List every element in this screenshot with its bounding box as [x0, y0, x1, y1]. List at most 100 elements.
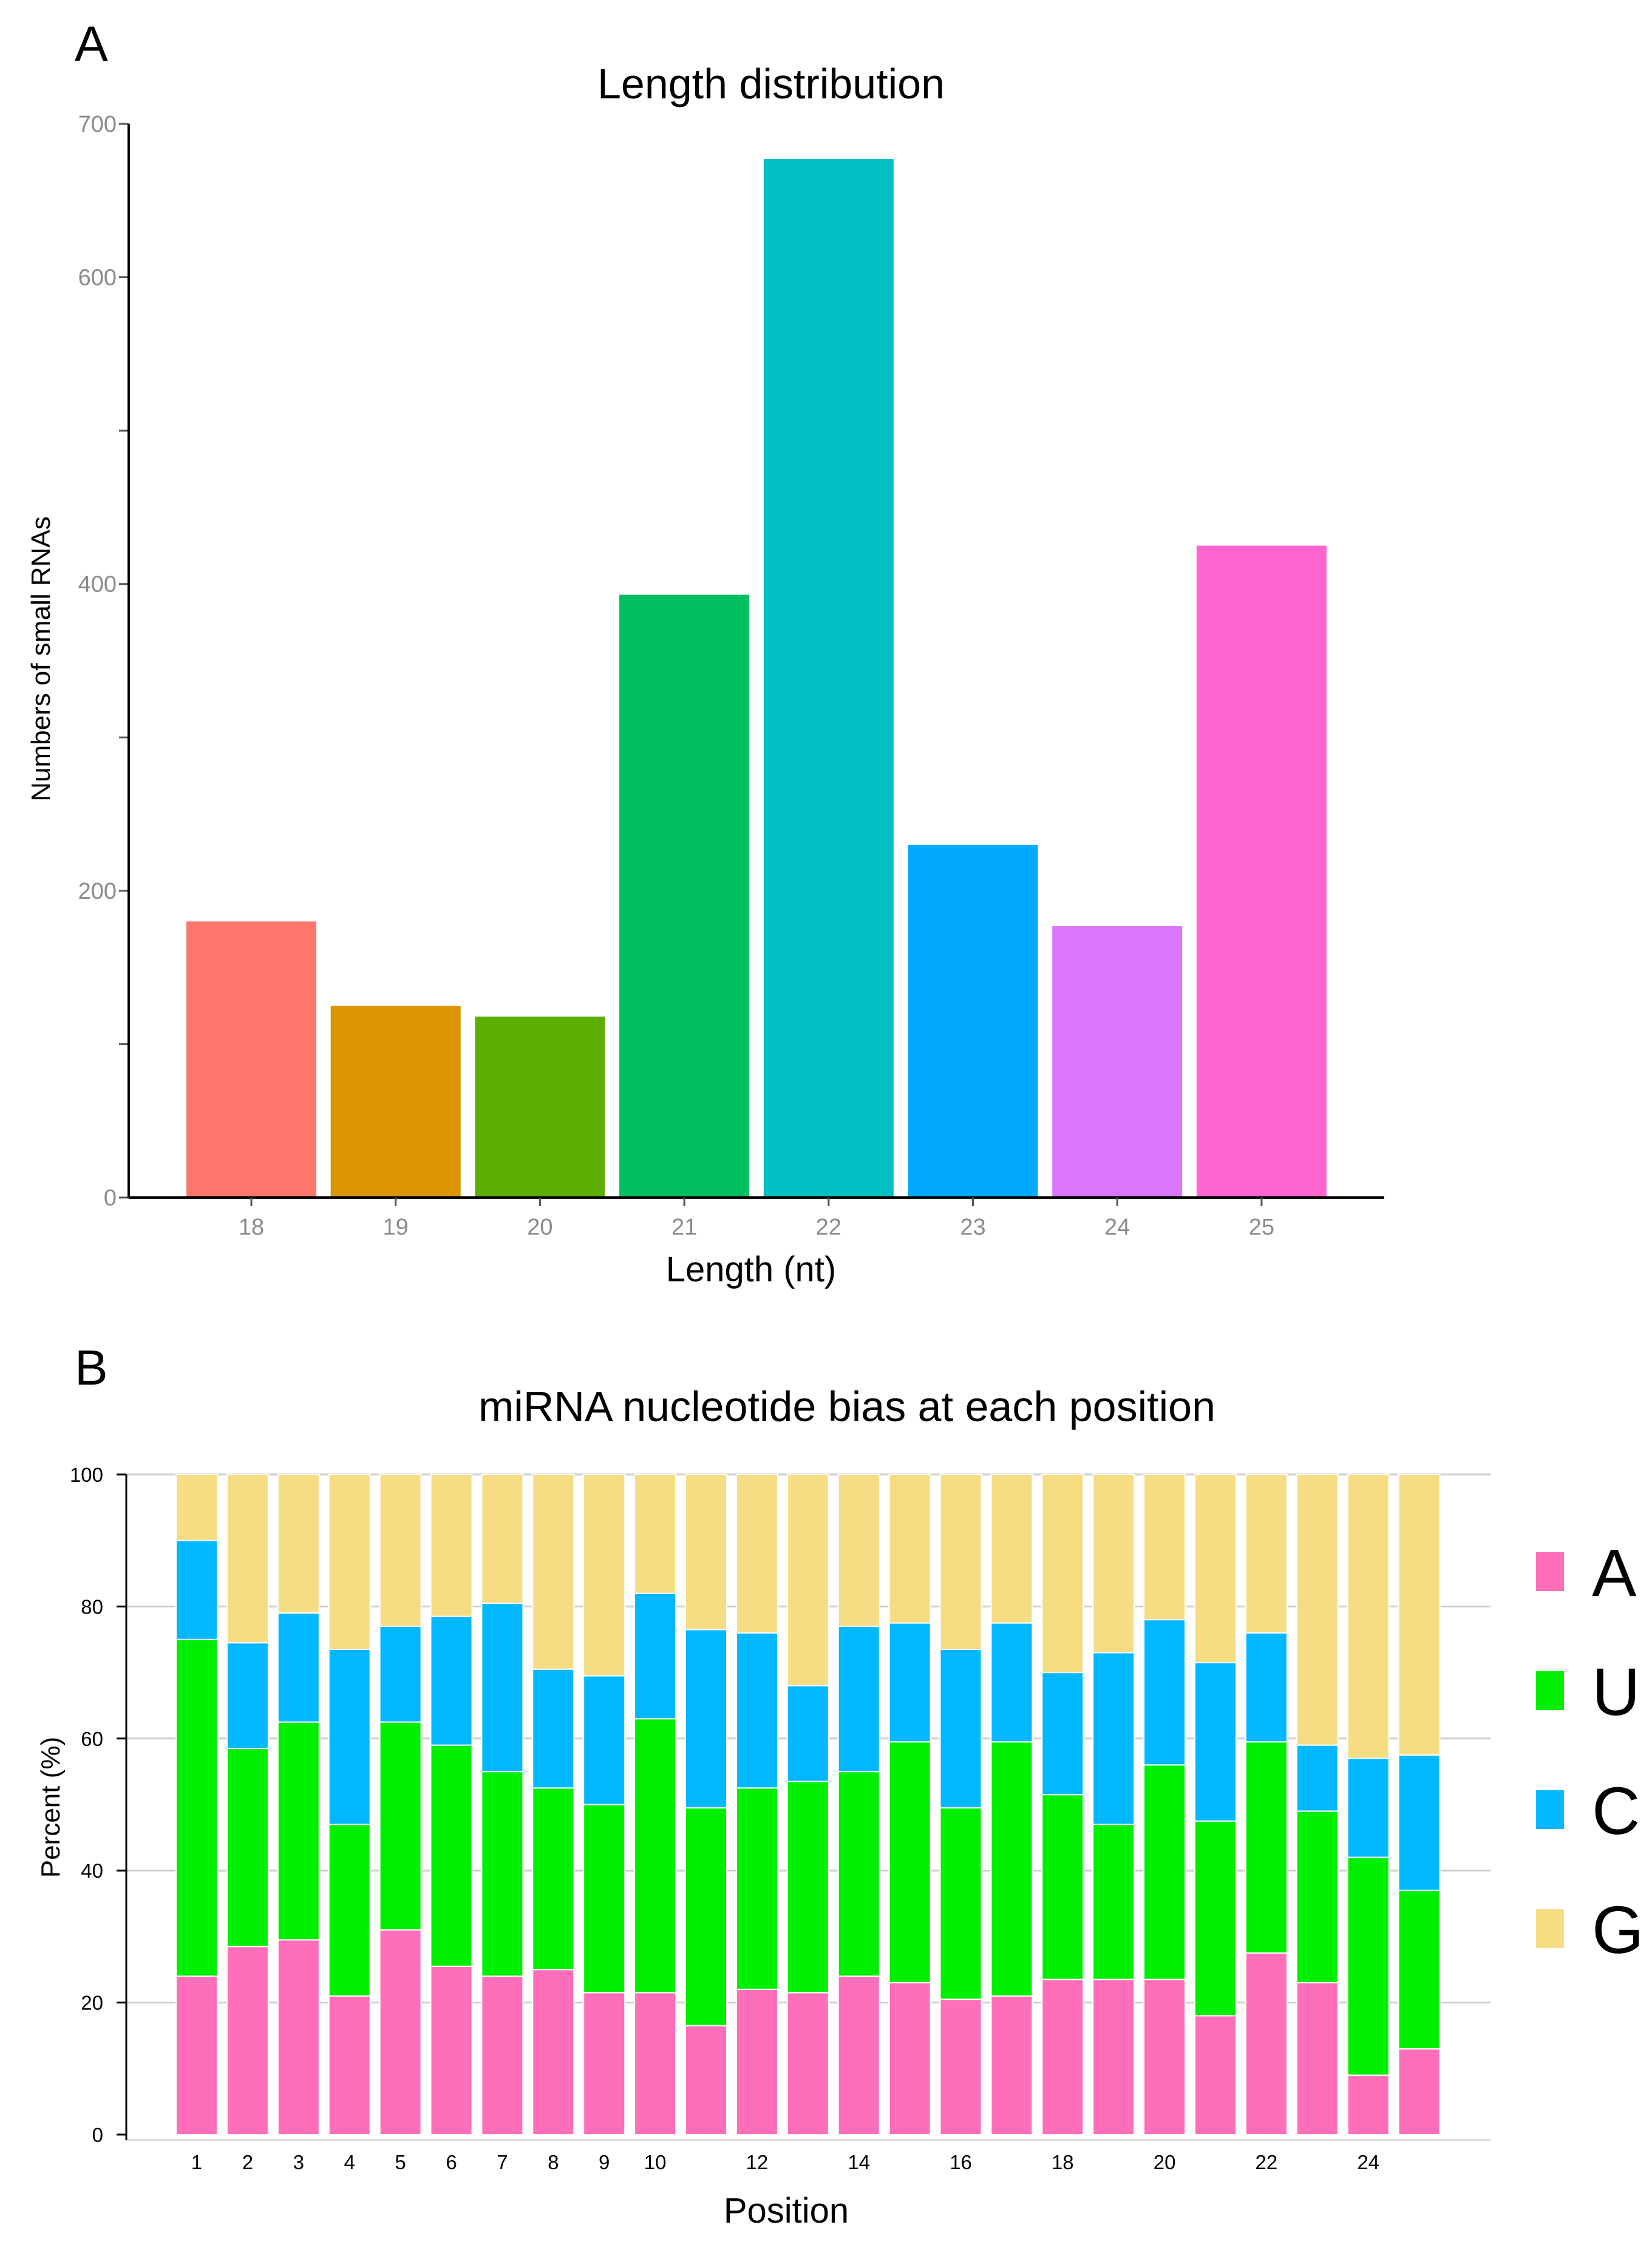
- segment-U: [1194, 1820, 1237, 2017]
- segment-A: [634, 1992, 677, 2135]
- bar-length-19: [330, 1006, 461, 1198]
- x-tick-label: 10: [644, 2151, 667, 2173]
- chart-b-y-axis-title: Percent (%): [36, 1737, 66, 1878]
- bar-length-25: [1196, 545, 1327, 1198]
- segment-U: [532, 1787, 575, 1971]
- y-tick-label: 700: [78, 112, 117, 137]
- chart-a-title: Length distribution: [597, 60, 945, 107]
- chart-a-x-axis-title: Length (nt): [666, 1250, 837, 1289]
- segment-A: [1296, 1982, 1339, 2135]
- segment-U: [786, 1781, 829, 1994]
- legend-label-G: G: [1592, 1893, 1644, 1968]
- segment-G: [888, 1474, 931, 1624]
- segment-C: [1296, 1744, 1339, 1812]
- segment-U: [277, 1721, 320, 1941]
- segment-C: [226, 1642, 269, 1750]
- x-tick-label: 21: [671, 1215, 697, 1240]
- segment-A: [481, 1975, 524, 2136]
- y-tick-label: 600: [78, 265, 117, 291]
- segment-U: [226, 1748, 269, 1948]
- segment-U: [1041, 1794, 1084, 1980]
- segment-U: [583, 1804, 626, 1994]
- chart-b-x-axis-title: Position: [724, 2191, 849, 2231]
- x-tick-label: 16: [950, 2151, 972, 2173]
- segment-C: [1143, 1619, 1186, 1766]
- y-tick-label: 100: [70, 1464, 103, 1486]
- segment-U: [685, 1807, 727, 2026]
- segment-G: [328, 1474, 371, 1651]
- segment-C: [634, 1592, 677, 1720]
- x-tick-label: 18: [1052, 2151, 1074, 2173]
- stacked-bar-position-18: [1041, 1474, 1084, 2135]
- segment-G: [685, 1474, 727, 1631]
- segment-G: [837, 1474, 880, 1628]
- chart-b-y-tick-labels: 0 20 40 60 80 100: [70, 1464, 126, 2146]
- segment-C: [328, 1649, 371, 1825]
- legend-label-U: U: [1592, 1655, 1640, 1730]
- segment-C: [888, 1622, 931, 1743]
- x-tick-label: 22: [816, 1215, 841, 1240]
- x-tick-label: 9: [599, 2151, 610, 2173]
- stacked-bar-position-6: [430, 1474, 473, 2135]
- segment-A: [532, 1969, 575, 2135]
- segment-C: [1092, 1652, 1135, 1825]
- segment-A: [786, 1992, 829, 2135]
- segment-C: [379, 1626, 422, 1723]
- stacked-bar-position-12: [735, 1474, 778, 2136]
- panel-a-letter: A: [75, 16, 108, 72]
- stacked-bar-position-21: [1194, 1474, 1237, 2136]
- segment-U: [735, 1787, 778, 1990]
- segment-G: [1092, 1474, 1135, 1654]
- segment-G: [1296, 1474, 1339, 1746]
- chart-a-y-axis-title: Numbers of small RNAs: [26, 516, 56, 801]
- stacked-bar-position-8: [532, 1474, 575, 2135]
- segment-U: [634, 1718, 677, 1994]
- chart-b-x-tick-labels: 1 2 3 4 5 6 7 8 9 10 12 14 16 18 20 22 24: [191, 2151, 1379, 2173]
- stacked-bar-position-9: [583, 1474, 626, 2135]
- x-tick-label: 6: [446, 2151, 457, 2173]
- segment-A: [379, 1929, 422, 2136]
- segment-U: [1296, 1810, 1339, 1983]
- segment-G: [1194, 1474, 1237, 1663]
- stacked-bar-position-10: [634, 1474, 677, 2135]
- segment-A: [685, 2025, 727, 2136]
- stacked-bar-position-11: [685, 1474, 727, 2136]
- segment-G: [735, 1474, 778, 1634]
- legend-label-C: C: [1592, 1774, 1640, 1849]
- segment-C: [430, 1615, 473, 1746]
- y-tick-label: 200: [78, 879, 117, 904]
- y-tick-label: 60: [81, 1728, 103, 1750]
- segment-A: [1143, 1979, 1186, 2135]
- bar-length-21: [619, 595, 750, 1198]
- segment-A: [583, 1992, 626, 2135]
- x-tick-label: 4: [344, 2151, 355, 2173]
- segment-G: [634, 1474, 677, 1594]
- stacked-bar-position-7: [481, 1474, 524, 2136]
- segment-G: [939, 1474, 982, 1651]
- segment-C: [1398, 1754, 1441, 1891]
- x-tick-label: 24: [1357, 2151, 1379, 2173]
- x-tick-label: 2: [242, 2151, 253, 2173]
- segment-G: [430, 1474, 473, 1617]
- segment-U: [837, 1771, 880, 1977]
- segment-U: [175, 1638, 218, 1977]
- segment-C: [735, 1632, 778, 1789]
- segment-C: [175, 1539, 218, 1640]
- segment-A: [1194, 2015, 1237, 2136]
- segment-C: [685, 1629, 727, 1808]
- segment-G: [175, 1474, 218, 1541]
- segment-A: [430, 1965, 473, 2135]
- segment-C: [277, 1612, 320, 1723]
- segment-U: [328, 1824, 371, 1997]
- x-tick-label: 1: [191, 2151, 202, 2173]
- x-tick-label: 14: [848, 2151, 870, 2173]
- segment-G: [990, 1474, 1033, 1624]
- x-tick-label: 20: [527, 1215, 552, 1240]
- y-tick-label: 20: [81, 1992, 103, 2014]
- segment-G: [1041, 1474, 1084, 1674]
- y-tick-label: 0: [104, 1185, 117, 1211]
- segment-U: [1347, 1856, 1390, 2076]
- x-tick-label: 19: [383, 1215, 409, 1240]
- stacked-bar-position-20: [1143, 1474, 1186, 2135]
- stacked-bar-position-4: [328, 1474, 371, 2135]
